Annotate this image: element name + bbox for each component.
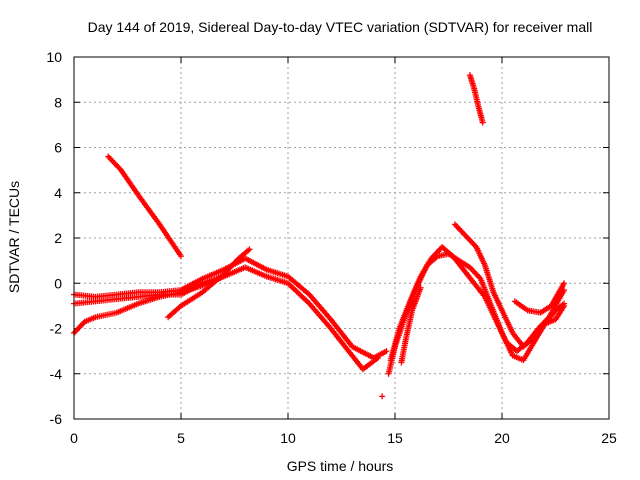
data-point xyxy=(379,393,386,400)
x-tick-label: 15 xyxy=(387,430,403,446)
y-tick-label: 10 xyxy=(46,49,62,65)
series-track-dawn-steep xyxy=(398,284,424,366)
series-track-late-start xyxy=(165,246,253,321)
data-point xyxy=(561,280,568,287)
series-track-evening-lower xyxy=(511,280,568,316)
x-tick-label: 20 xyxy=(494,430,510,446)
series-track-dawn-rise-2 xyxy=(387,244,568,364)
y-axis-label: SDTVAR / TECUs xyxy=(6,181,22,293)
x-axis-label: GPS time / hours xyxy=(287,458,394,474)
chart-title: Day 144 of 2019, Sidereal Day-to-day VTE… xyxy=(88,19,593,35)
data-point xyxy=(383,348,390,355)
y-tick-label: 6 xyxy=(54,140,62,156)
data-point xyxy=(417,284,424,291)
grid xyxy=(74,57,609,419)
x-tick-label: 10 xyxy=(280,430,296,446)
data-point xyxy=(246,246,253,253)
data-point xyxy=(374,354,381,361)
series-outlier xyxy=(379,393,386,400)
x-tick-label: 0 xyxy=(70,430,78,446)
data-point xyxy=(178,253,184,260)
y-tick-label: 4 xyxy=(54,185,62,201)
y-tick-label: 8 xyxy=(54,94,62,110)
data-point xyxy=(479,119,486,126)
y-tick-label: -4 xyxy=(50,366,63,382)
y-tick-label: 0 xyxy=(54,275,62,291)
y-tick-label: -6 xyxy=(50,411,63,427)
series-track-late-high xyxy=(466,72,486,126)
y-tick-label: 2 xyxy=(54,230,62,246)
plot-frame xyxy=(73,56,610,420)
y-tick-label: -2 xyxy=(50,321,63,337)
series-track-descending-early xyxy=(105,153,184,260)
data-point xyxy=(245,247,252,254)
x-tick-label: 25 xyxy=(601,430,617,446)
data-point xyxy=(561,302,568,309)
data-points xyxy=(71,72,568,400)
x-tick-label: 5 xyxy=(177,430,185,446)
series-track-evening-hump xyxy=(451,221,568,350)
